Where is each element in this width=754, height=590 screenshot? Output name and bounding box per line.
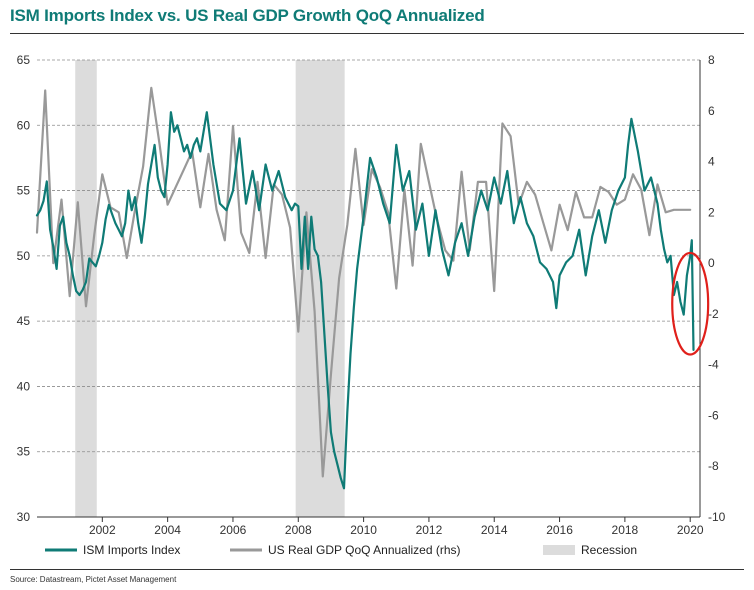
left-tick-label: 55 [17, 184, 31, 198]
ism-imports-line [35, 111, 695, 490]
right-tick-label: 6 [708, 104, 715, 118]
legend-label-gdp: US Real GDP QoQ Annualized (rhs) [268, 543, 461, 557]
right-tick-label: -4 [708, 358, 719, 372]
x-tick-label: 2004 [154, 523, 181, 537]
right-tick-label: -10 [708, 510, 726, 524]
left-tick-label: 50 [17, 249, 31, 263]
us-gdp-line [35, 86, 692, 478]
title-rule [10, 33, 744, 34]
x-tick-label: 2020 [677, 523, 704, 537]
x-tick-label: 2012 [416, 523, 443, 537]
x-tick-label: 2008 [285, 523, 312, 537]
x-tick-label: 2014 [481, 523, 508, 537]
right-tick-label: -8 [708, 459, 719, 473]
source-note: Source: Datastream, Pictet Asset Managem… [10, 575, 177, 584]
legend-label-ism: ISM Imports Index [83, 543, 180, 557]
left-tick-label: 45 [17, 314, 31, 328]
left-tick-label: 35 [17, 445, 31, 459]
highlight-ellipse [671, 251, 710, 356]
right-tick-label: 2 [708, 205, 715, 219]
right-tick-label: 8 [708, 53, 715, 67]
x-tick-label: 2018 [612, 523, 639, 537]
x-tick-label: 2010 [350, 523, 377, 537]
x-tick-label: 2006 [220, 523, 247, 537]
right-tick-label: -2 [708, 307, 719, 321]
left-tick-label: 40 [17, 379, 31, 393]
recession-band-1 [75, 60, 97, 517]
left-tick-label: 65 [17, 53, 31, 67]
right-tick-label: -6 [708, 408, 719, 422]
legend-swatch-recession [543, 545, 575, 555]
left-tick-label: 60 [17, 118, 31, 132]
right-tick-label: 4 [708, 155, 715, 169]
left-tick-label: 30 [17, 510, 31, 524]
x-tick-label: 2016 [546, 523, 573, 537]
x-tick-label: 2002 [89, 523, 116, 537]
chart-title: ISM Imports Index vs. US Real GDP Growth… [10, 6, 485, 25]
right-tick-label: 0 [708, 256, 715, 270]
source-rule [10, 569, 744, 570]
legend-label-recession: Recession [581, 543, 637, 557]
